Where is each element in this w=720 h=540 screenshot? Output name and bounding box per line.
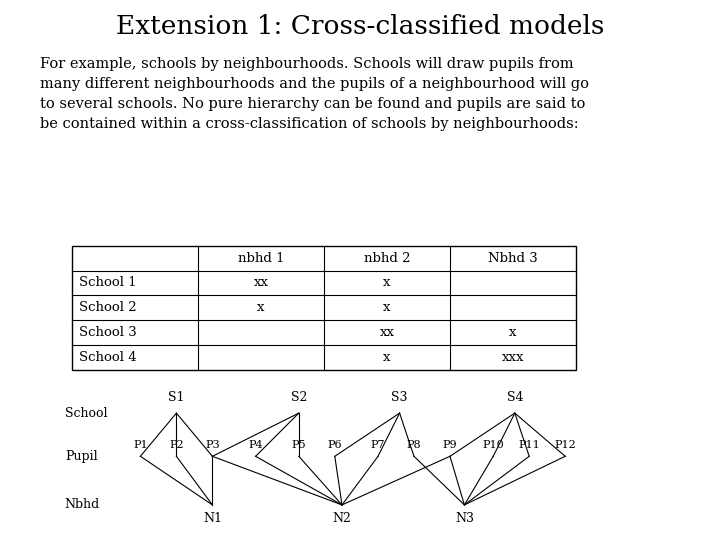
Text: School 4: School 4 bbox=[79, 351, 137, 364]
Text: P9: P9 bbox=[443, 440, 457, 450]
Text: N2: N2 bbox=[333, 512, 351, 525]
Text: x: x bbox=[383, 351, 391, 364]
Text: S4: S4 bbox=[507, 391, 523, 404]
Text: Nbhd 3: Nbhd 3 bbox=[488, 252, 538, 265]
Text: Pupil: Pupil bbox=[65, 450, 97, 463]
Text: P8: P8 bbox=[407, 440, 421, 450]
Text: P3: P3 bbox=[205, 440, 220, 450]
Text: xx: xx bbox=[253, 276, 269, 289]
Text: P1: P1 bbox=[133, 440, 148, 450]
Bar bbox=[72, 246, 576, 370]
Text: S1: S1 bbox=[168, 391, 184, 404]
Text: School 3: School 3 bbox=[79, 326, 137, 339]
Text: P12: P12 bbox=[554, 440, 576, 450]
Text: nbhd 1: nbhd 1 bbox=[238, 252, 284, 265]
Text: x: x bbox=[257, 301, 265, 314]
Text: xx: xx bbox=[379, 326, 395, 339]
Text: N3: N3 bbox=[455, 512, 474, 525]
Text: P5: P5 bbox=[292, 440, 306, 450]
Text: School 2: School 2 bbox=[79, 301, 137, 314]
Text: Nbhd: Nbhd bbox=[65, 498, 100, 511]
Text: P7: P7 bbox=[371, 440, 385, 450]
Text: P11: P11 bbox=[518, 440, 540, 450]
Text: School 1: School 1 bbox=[79, 276, 137, 289]
Text: S3: S3 bbox=[392, 391, 408, 404]
Text: Extension 1: Cross-classified models: Extension 1: Cross-classified models bbox=[116, 14, 604, 38]
Text: x: x bbox=[383, 301, 391, 314]
Text: x: x bbox=[383, 276, 391, 289]
Text: nbhd 2: nbhd 2 bbox=[364, 252, 410, 265]
Text: xxx: xxx bbox=[502, 351, 524, 364]
Text: P6: P6 bbox=[328, 440, 342, 450]
Text: P4: P4 bbox=[248, 440, 263, 450]
Text: N1: N1 bbox=[203, 512, 222, 525]
Text: P10: P10 bbox=[482, 440, 504, 450]
Text: For example, schools by neighbourhoods. Schools will draw pupils from
many diffe: For example, schools by neighbourhoods. … bbox=[40, 57, 589, 131]
Text: School: School bbox=[65, 407, 107, 420]
Text: S2: S2 bbox=[291, 391, 307, 404]
Text: P2: P2 bbox=[169, 440, 184, 450]
Text: x: x bbox=[509, 326, 517, 339]
